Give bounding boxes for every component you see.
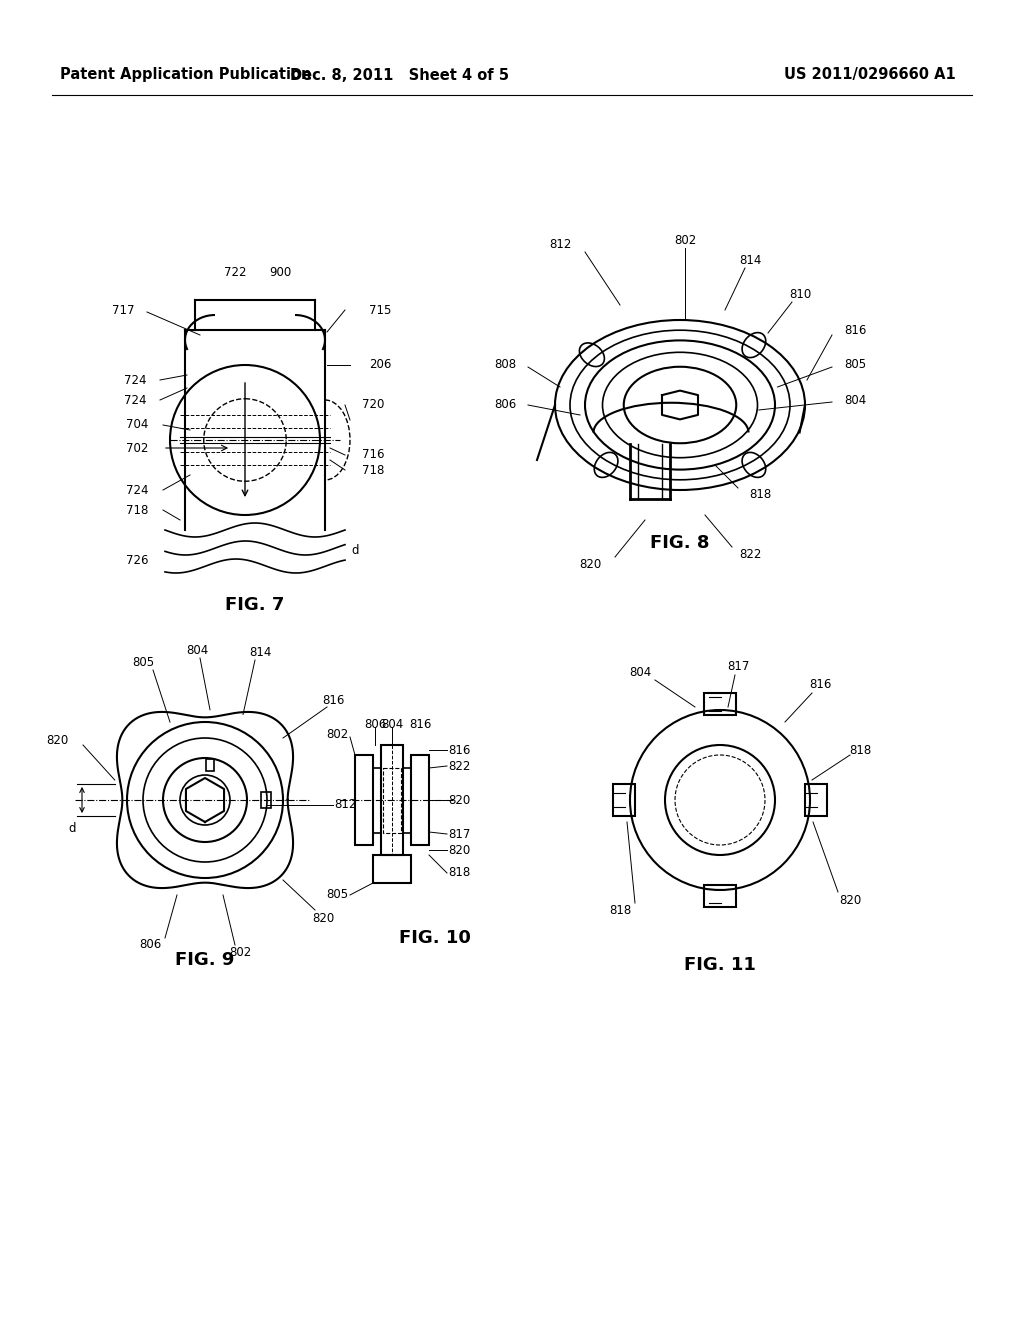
Bar	[206, 759, 214, 771]
Text: FIG. 8: FIG. 8	[650, 535, 710, 553]
Bar	[613, 784, 635, 816]
Text: 820: 820	[312, 912, 334, 924]
Bar	[373, 855, 411, 883]
Text: 818: 818	[749, 488, 771, 502]
Text: FIG. 10: FIG. 10	[399, 929, 471, 946]
Text: FIG. 7: FIG. 7	[225, 597, 285, 614]
Text: 805: 805	[844, 359, 866, 371]
Text: 818: 818	[609, 903, 631, 916]
Text: 820: 820	[579, 558, 601, 572]
Text: 816: 816	[447, 743, 470, 756]
Text: 816: 816	[322, 693, 344, 706]
Text: 726: 726	[126, 553, 148, 566]
Text: 808: 808	[494, 359, 516, 371]
Text: 804: 804	[844, 393, 866, 407]
Text: 820: 820	[46, 734, 69, 747]
Text: 806: 806	[139, 939, 161, 952]
Text: 805: 805	[132, 656, 154, 668]
Text: 717: 717	[112, 304, 134, 317]
Text: 718: 718	[126, 503, 148, 516]
Text: 817: 817	[727, 660, 750, 673]
Text: d: d	[351, 544, 358, 557]
Text: 802: 802	[674, 234, 696, 247]
Text: 806: 806	[364, 718, 386, 731]
Text: 724: 724	[124, 393, 146, 407]
Text: 816: 816	[844, 323, 866, 337]
Text: Dec. 8, 2011   Sheet 4 of 5: Dec. 8, 2011 Sheet 4 of 5	[291, 67, 510, 82]
Bar	[411, 755, 429, 845]
Text: 818: 818	[447, 866, 470, 879]
Bar	[381, 744, 403, 855]
Bar	[403, 768, 411, 833]
Text: 810: 810	[788, 289, 811, 301]
Text: 802: 802	[229, 945, 251, 958]
Text: 718: 718	[361, 463, 384, 477]
Text: 802: 802	[326, 729, 348, 742]
Text: 817: 817	[447, 828, 470, 841]
Text: 804: 804	[186, 644, 208, 656]
Text: 704: 704	[126, 418, 148, 432]
Text: 720: 720	[361, 399, 384, 412]
Text: 820: 820	[839, 894, 861, 907]
Text: 206: 206	[369, 359, 391, 371]
Bar	[705, 693, 736, 715]
Text: 820: 820	[447, 843, 470, 857]
Bar	[383, 768, 401, 833]
Text: 900: 900	[269, 265, 291, 279]
Text: 820: 820	[447, 793, 470, 807]
Text: 716: 716	[361, 449, 384, 462]
Text: FIG. 9: FIG. 9	[175, 950, 234, 969]
Text: 722: 722	[224, 265, 246, 279]
Text: 724: 724	[126, 483, 148, 496]
Bar	[805, 784, 827, 816]
Text: 805: 805	[326, 888, 348, 902]
Text: FIG. 11: FIG. 11	[684, 956, 756, 974]
Text: 822: 822	[738, 549, 761, 561]
Text: 804: 804	[381, 718, 403, 731]
Text: 806: 806	[494, 399, 516, 412]
Text: 804: 804	[629, 665, 651, 678]
Text: d: d	[69, 821, 76, 834]
Text: 818: 818	[849, 743, 871, 756]
Text: 715: 715	[369, 304, 391, 317]
Bar	[705, 884, 736, 907]
Text: 816: 816	[409, 718, 431, 731]
Text: 814: 814	[249, 645, 271, 659]
Text: Patent Application Publication: Patent Application Publication	[60, 67, 311, 82]
Bar	[355, 755, 373, 845]
Text: 812: 812	[334, 799, 356, 812]
Text: 814: 814	[738, 253, 761, 267]
Text: 724: 724	[124, 374, 146, 387]
Text: 816: 816	[809, 678, 831, 692]
Text: 812: 812	[549, 239, 571, 252]
Text: 822: 822	[447, 759, 470, 772]
Bar	[373, 768, 381, 833]
Text: 702: 702	[126, 441, 148, 454]
Text: US 2011/0296660 A1: US 2011/0296660 A1	[784, 67, 955, 82]
Bar	[261, 792, 271, 808]
